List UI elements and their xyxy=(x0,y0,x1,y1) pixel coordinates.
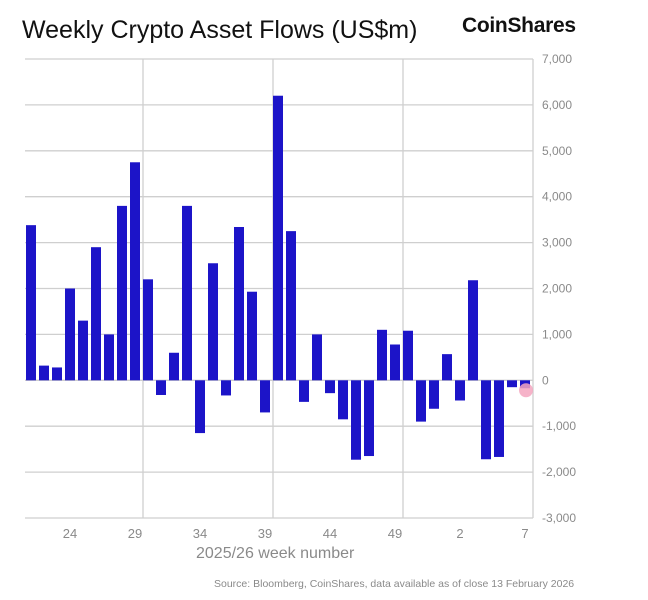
bar-week-33 xyxy=(182,205,192,381)
bar-week-2 xyxy=(455,380,465,401)
x-tick-label: 24 xyxy=(63,526,77,541)
y-tick-label: 4,000 xyxy=(542,190,572,204)
bar-week-28 xyxy=(117,205,127,381)
bar-week-48 xyxy=(377,329,387,381)
bar-week-29 xyxy=(130,162,140,381)
source-note: Source: Bloomberg, CoinShares, data avai… xyxy=(214,578,575,590)
x-tick-label: 49 xyxy=(388,526,402,541)
bar-week-50 xyxy=(403,330,413,381)
bar-week-42 xyxy=(299,380,309,402)
bar-week-36 xyxy=(221,380,231,396)
bar-week-32 xyxy=(169,352,179,381)
bar-week-22 xyxy=(39,365,49,381)
coinshares-logo: CoinShares xyxy=(462,14,576,37)
bar-week-21 xyxy=(26,225,36,381)
bar-week-26 xyxy=(91,247,101,381)
bar-week-43 xyxy=(312,334,322,381)
bar-week-39 xyxy=(260,380,270,413)
x-tick-label: 2 xyxy=(456,526,463,541)
bar-week-4 xyxy=(481,380,491,460)
bar-week-24 xyxy=(65,288,75,381)
chart-title: Weekly Crypto Asset Flows (US$m) xyxy=(22,16,418,44)
bar-week-34 xyxy=(195,380,205,434)
bar-week-25 xyxy=(78,320,88,381)
x-tick-label: 34 xyxy=(193,526,207,541)
bar-week-49 xyxy=(390,344,400,381)
y-tick-label: -3,000 xyxy=(542,511,576,525)
bar-week-46 xyxy=(351,380,361,460)
x-tick-label: 44 xyxy=(323,526,337,541)
y-tick-label: 0 xyxy=(542,373,549,387)
bar-week-37 xyxy=(234,226,244,381)
bar-week-41 xyxy=(286,231,296,381)
bar-week-1 xyxy=(442,354,452,381)
bar-week-47 xyxy=(364,380,374,457)
bar-week-52 xyxy=(429,380,439,409)
y-tick-label: 1,000 xyxy=(542,327,572,341)
bar-week-38 xyxy=(247,291,257,381)
y-tick-label: 2,000 xyxy=(542,282,572,296)
x-tick-label: 7 xyxy=(521,526,528,541)
bar-week-44 xyxy=(325,380,335,394)
bar-week-5 xyxy=(494,380,504,457)
bar-week-23 xyxy=(52,367,62,381)
y-tick-label: -1,000 xyxy=(542,419,576,433)
y-tick-label: -2,000 xyxy=(542,465,576,479)
bar-week-51 xyxy=(416,380,426,422)
bar-week-40 xyxy=(273,95,283,381)
x-axis-label: 2025/26 week number xyxy=(196,545,355,562)
bar-week-27 xyxy=(104,334,114,381)
bar-week-45 xyxy=(338,380,348,420)
bar-week-30 xyxy=(143,279,153,381)
y-tick-label: 6,000 xyxy=(542,98,572,112)
bar-week-6 xyxy=(507,380,517,388)
latest-week-marker xyxy=(519,383,533,398)
x-tick-label: 39 xyxy=(258,526,272,541)
bar-week-35 xyxy=(208,263,218,381)
x-tick-label: 29 xyxy=(128,526,142,541)
bar-week-3 xyxy=(468,280,478,381)
bar-week-31 xyxy=(156,380,166,395)
y-tick-label: 7,000 xyxy=(542,52,572,66)
y-tick-label: 5,000 xyxy=(542,144,572,158)
y-tick-label: 3,000 xyxy=(542,236,572,250)
